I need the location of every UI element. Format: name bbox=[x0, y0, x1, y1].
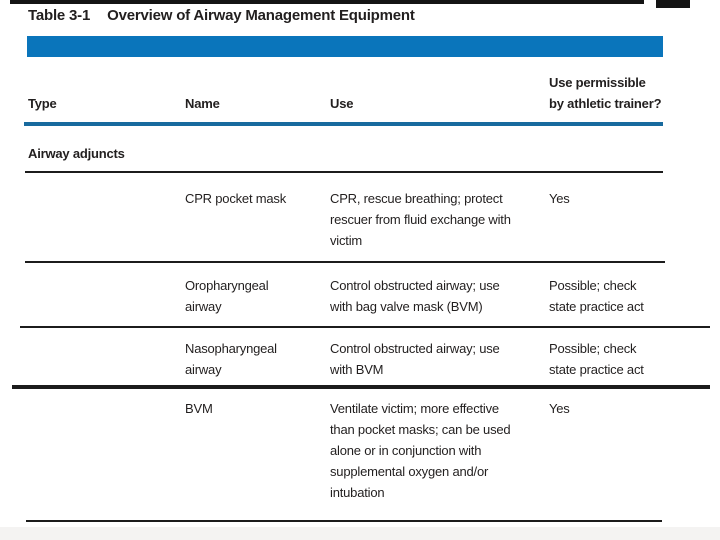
title-banner-bar bbox=[27, 36, 663, 57]
top-border-notch bbox=[656, 0, 690, 8]
cell-name: CPR pocket mask bbox=[185, 191, 287, 206]
row-divider-rule bbox=[25, 261, 665, 263]
cell-permissible: Yes bbox=[549, 401, 570, 416]
table-number: Table 3-1 bbox=[28, 7, 91, 24]
table-title: Table 3-1 Overview of Airway Management E… bbox=[28, 7, 415, 24]
cell-permissible: Yes bbox=[549, 191, 570, 206]
cell-name: BVM bbox=[185, 401, 213, 416]
cell-name: Oropharyngeal airway bbox=[185, 278, 269, 314]
top-border-line bbox=[10, 0, 644, 4]
cell-permissible: Possible; check state practice act bbox=[549, 278, 644, 314]
cell-use: Control obstructed airway; use with BVM bbox=[330, 341, 500, 377]
header-underline-rule bbox=[24, 122, 663, 126]
table-caption: Overview of Airway Management Equipment bbox=[107, 7, 415, 24]
column-header-permissible: Use permissible by athletic trainer? bbox=[549, 75, 662, 111]
column-header-name: Name bbox=[185, 96, 220, 111]
section-divider-rule bbox=[25, 171, 663, 173]
table-bottom-rule bbox=[26, 520, 662, 522]
bottom-margin-strip bbox=[0, 527, 720, 540]
cell-permissible: Possible; check state practice act bbox=[549, 341, 644, 377]
cell-name: Nasopharyngeal airway bbox=[185, 341, 277, 377]
cell-use: Control obstructed airway; use with bag … bbox=[330, 278, 500, 314]
row-divider-rule-thick bbox=[12, 385, 710, 389]
column-header-type: Type bbox=[28, 96, 57, 111]
column-header-use: Use bbox=[330, 96, 354, 111]
row-divider-rule bbox=[20, 326, 710, 328]
section-row-airway-adjuncts: Airway adjuncts bbox=[28, 146, 125, 161]
cell-use: Ventilate victim; more effective than po… bbox=[330, 401, 511, 500]
cell-use: CPR, rescue breathing; protect rescuer f… bbox=[330, 191, 511, 248]
